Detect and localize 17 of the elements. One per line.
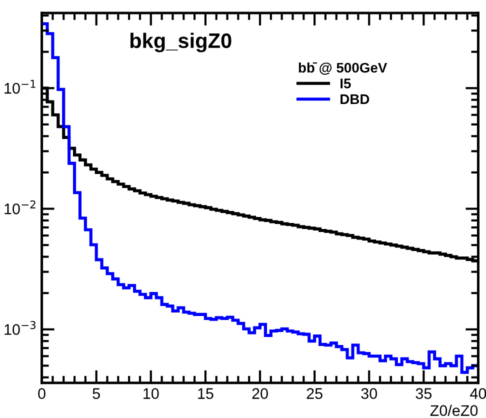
y-tick-label: 10$^{−3}$ [4,321,36,335]
legend-label: DBD [340,94,370,104]
x-tick-label: 30 [361,388,378,399]
y-tick-label: 10$^{−1}$ [4,80,36,94]
x-tick-label: 20 [252,388,268,399]
x-tick-label: 0 [38,388,46,399]
legend-title: bb̄ @ 500GeV [298,62,388,75]
x-tick-label: 10 [144,388,159,399]
x-tick-label: 40 [470,388,486,399]
x-tick-label: 35 [416,388,432,399]
x-tick-label: 15 [198,388,214,399]
y-tick-label: 10$^{−2}$ [4,200,36,214]
text: bkg_sigZ0 [130,32,232,52]
x-tick-label: 5 [92,388,100,399]
x-tick-label: 25 [306,388,322,399]
legend-label: I5 [340,78,351,88]
x-axis-title: Z0/eZ0 [430,404,478,416]
